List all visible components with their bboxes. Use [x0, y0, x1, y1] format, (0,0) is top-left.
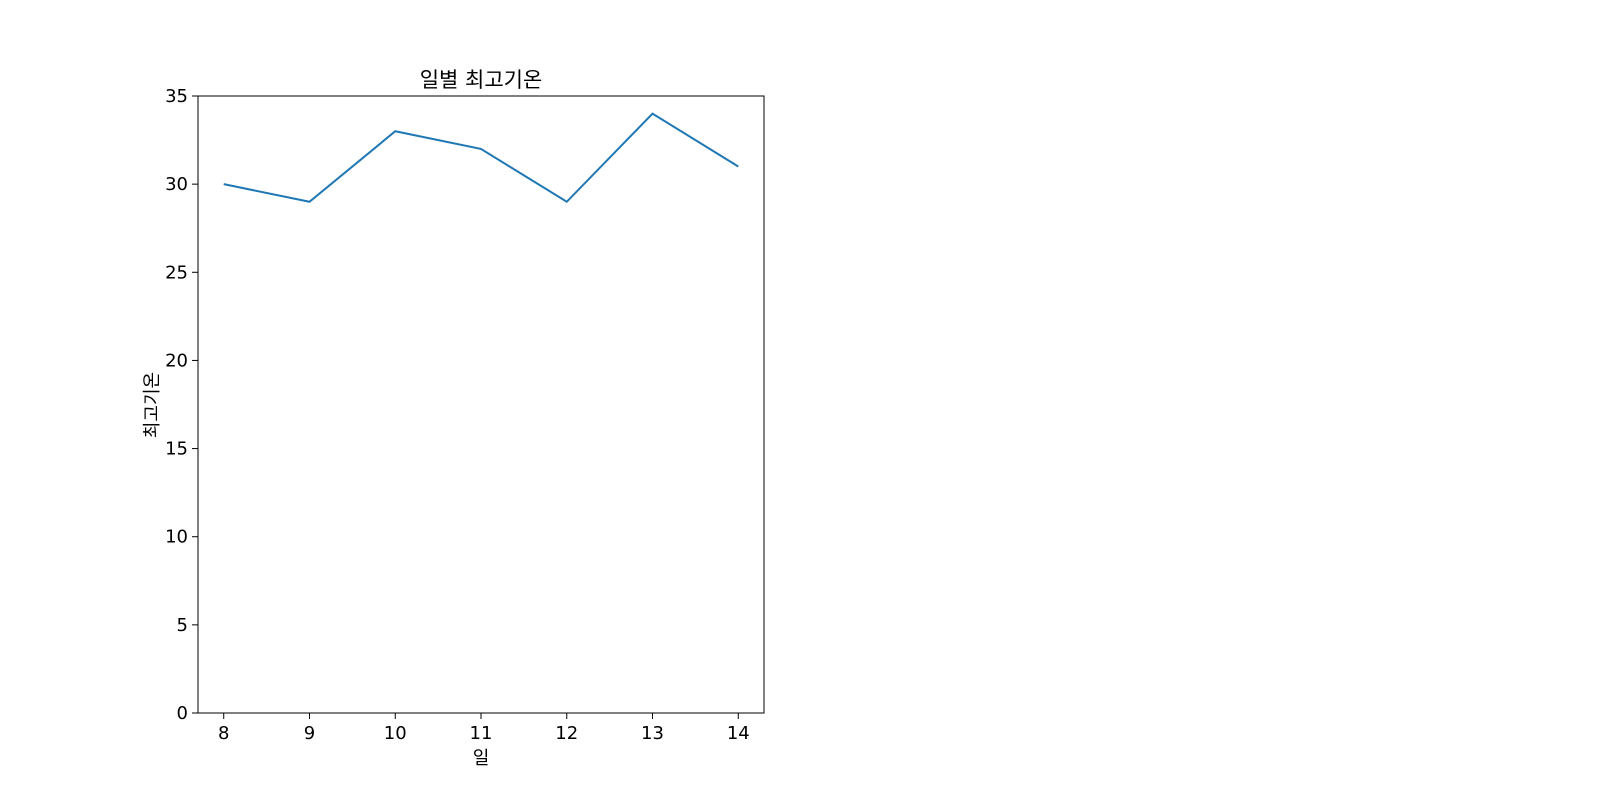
x-tick-label: 13 — [641, 723, 664, 744]
x-tick-label: 14 — [727, 723, 750, 744]
series-line-0 — [223, 112, 739, 204]
x-axis-ticks: 8 9 10 11 12 13 14 — [218, 713, 750, 744]
y-tick-label: 10 — [165, 527, 188, 548]
x-tick-label: 12 — [555, 723, 578, 744]
x-tick-label: 9 — [304, 723, 315, 744]
plot-area: 8 9 10 11 12 13 14 0 5 10 15 20 25 30 35 — [165, 86, 765, 744]
y-axis-label: 최고기온 — [142, 372, 163, 438]
y-tick-label: 20 — [165, 350, 188, 371]
y-axis-ticks: 0 5 10 15 20 25 30 35 — [165, 86, 198, 724]
chart-title: 일별 최고기온 — [420, 68, 543, 92]
x-tick-label: 10 — [384, 723, 407, 744]
y-tick-label: 5 — [177, 615, 188, 636]
y-tick-label: 25 — [165, 262, 188, 283]
y-tick-label: 15 — [165, 439, 188, 460]
series-layer — [223, 112, 739, 204]
x-tick-label: 8 — [218, 723, 229, 744]
y-tick-label: 35 — [165, 86, 188, 107]
axes-frame — [197, 95, 765, 714]
x-tick-label: 11 — [470, 723, 493, 744]
y-tick-label: 30 — [165, 174, 188, 195]
y-tick-label: 0 — [177, 703, 188, 724]
x-axis-label: 일 — [473, 748, 490, 769]
